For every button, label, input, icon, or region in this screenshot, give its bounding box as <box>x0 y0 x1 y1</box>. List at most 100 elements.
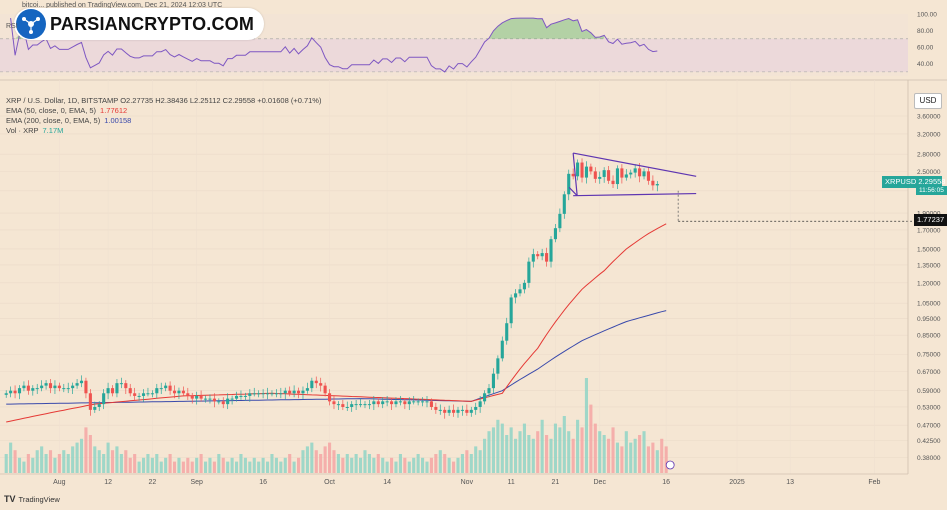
candle-body <box>314 380 318 384</box>
volume-bar <box>620 446 624 473</box>
candle-body <box>558 213 562 229</box>
candle-body <box>412 401 416 403</box>
candle-body <box>465 409 469 413</box>
candle-body <box>288 390 292 394</box>
candle-body <box>584 166 588 178</box>
y-tick-label: 0.53000 <box>917 404 941 411</box>
candle-body <box>137 395 141 397</box>
volume-bar <box>17 457 22 473</box>
y-tick-label: 1.70000 <box>917 227 941 234</box>
triangle-upper-line <box>573 152 697 177</box>
volume-bar <box>274 457 278 473</box>
candle-body <box>9 390 13 394</box>
x-tick-label: 13 <box>786 479 794 486</box>
candle-body <box>243 395 247 397</box>
triangle-pattern-drawing[interactable] <box>568 152 912 470</box>
volume-bar <box>226 461 230 473</box>
ema-price-tag: 1.77237 <box>914 214 947 226</box>
currency-button[interactable]: USD <box>914 93 942 109</box>
volume-bar <box>429 457 433 473</box>
volume-bar <box>571 438 575 473</box>
candle-body <box>110 388 115 394</box>
volume-bar <box>79 438 84 473</box>
volume-bar <box>584 378 588 473</box>
volume-bar <box>624 431 628 473</box>
time-axis[interactable]: Aug 12 22 Sep 16 Oct 14 Nov 11 21 Dec 16 2025 13 Feb <box>53 479 880 486</box>
candle-body <box>456 409 460 413</box>
candle-body <box>607 170 611 181</box>
candle-body <box>483 393 487 402</box>
volume-bar <box>367 454 371 473</box>
volume-bar <box>611 427 615 473</box>
volume-bar <box>660 438 664 473</box>
candle-body <box>274 393 278 395</box>
candle-body <box>212 398 216 402</box>
volume-bar <box>642 431 646 473</box>
volume-bar <box>593 423 597 473</box>
y-tick-label: 0.42500 <box>917 438 941 445</box>
volume-bar <box>234 461 239 473</box>
y-tick-label: 1.50000 <box>917 246 941 253</box>
watermark-logo: PARSIANCRYPTO.COM <box>14 8 265 40</box>
candle-body <box>292 390 296 394</box>
candle-body <box>629 172 633 175</box>
candle-body <box>527 261 531 283</box>
candle-body <box>576 162 580 177</box>
candle-body <box>429 401 433 407</box>
y-tick-label: 0.67000 <box>917 369 941 376</box>
volume-bar <box>102 454 106 473</box>
price-tag-value: 2.29558 <box>918 177 946 186</box>
candle-body <box>496 358 500 374</box>
volume-bar <box>319 454 323 473</box>
volume-bar <box>536 431 540 473</box>
volume-bar <box>416 454 420 473</box>
candle-body <box>381 401 385 405</box>
volume-bar <box>487 431 491 473</box>
volume-bar <box>97 450 101 473</box>
price-axis[interactable]: 3.600003.200002.800002.500002.200001.900… <box>917 114 941 463</box>
volume-bar <box>110 450 115 473</box>
y-tick-label: 2.80000 <box>917 152 941 159</box>
rsi-overbought-fill <box>15 18 605 39</box>
rsi-overbought-oversold-band <box>0 38 908 72</box>
candle-body <box>398 401 402 403</box>
candle-body <box>359 404 363 406</box>
candle-body <box>491 373 495 389</box>
volume-bar <box>124 450 128 473</box>
candle-body <box>257 393 261 395</box>
ema200-line <box>6 310 667 405</box>
candle-body <box>514 293 518 298</box>
candle-body <box>22 385 26 389</box>
volume-bar <box>567 431 571 473</box>
volume-bar <box>314 450 318 473</box>
volume-bar <box>576 419 580 473</box>
candle-body <box>478 401 482 407</box>
volume-bar <box>48 450 53 473</box>
y-tick-label: 0.47000 <box>917 423 941 430</box>
volume-bar <box>646 446 651 473</box>
volume-bar <box>119 454 123 473</box>
volume-bar <box>279 461 283 473</box>
candle-body <box>319 383 323 386</box>
candle-body <box>128 388 132 394</box>
volume-bar <box>452 461 456 473</box>
volume-bar <box>53 457 57 473</box>
volume-bar <box>177 457 181 473</box>
volume-bar <box>394 461 398 473</box>
y-tick-label: 3.60000 <box>917 114 941 121</box>
candle-body <box>301 390 305 394</box>
volume-bar <box>456 457 460 473</box>
volume-bar <box>363 450 367 473</box>
volume-bar <box>93 446 97 473</box>
candle-body <box>102 393 106 405</box>
candle-body <box>425 401 429 403</box>
candle-body <box>336 404 340 406</box>
volume-bar <box>589 404 593 473</box>
volume-bar <box>598 431 602 473</box>
volume-bar <box>26 454 30 473</box>
y-tick-label: 1.20000 <box>917 280 941 287</box>
volume-bar <box>398 454 402 473</box>
candle-body <box>620 168 624 178</box>
candle-body <box>443 409 447 413</box>
